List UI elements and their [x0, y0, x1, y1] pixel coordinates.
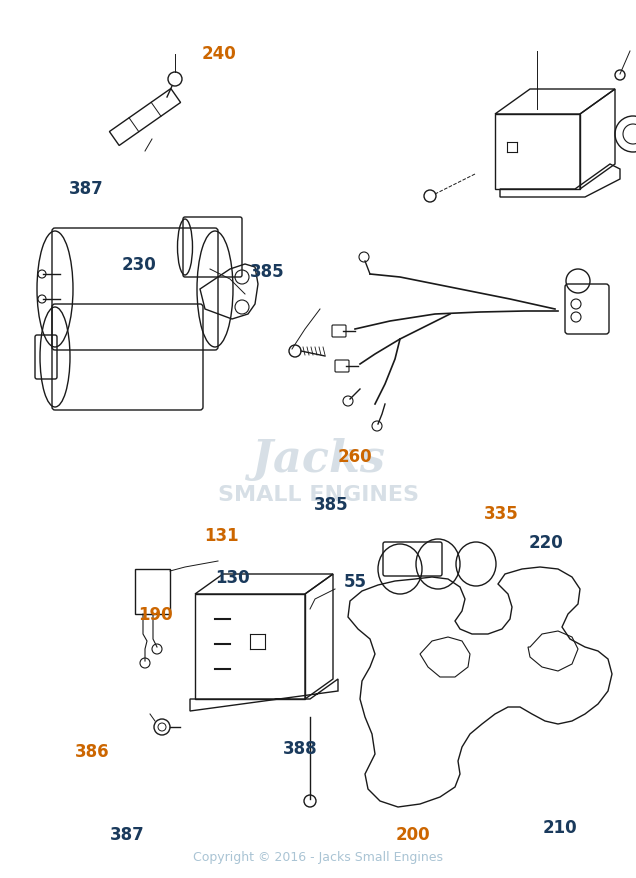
- Text: 335: 335: [484, 505, 518, 522]
- Text: 386: 386: [75, 742, 109, 759]
- Text: 385: 385: [314, 496, 348, 514]
- Text: 130: 130: [215, 569, 249, 587]
- Text: 387: 387: [69, 180, 103, 198]
- Text: Jacks: Jacks: [252, 438, 384, 481]
- Text: 131: 131: [204, 527, 238, 544]
- Text: 190: 190: [139, 606, 173, 623]
- Text: 260: 260: [338, 448, 372, 465]
- Text: Copyright © 2016 - Jacks Small Engines: Copyright © 2016 - Jacks Small Engines: [193, 851, 443, 864]
- Text: 388: 388: [283, 739, 317, 757]
- Text: 200: 200: [396, 825, 431, 843]
- Text: 385: 385: [250, 263, 284, 281]
- Text: 240: 240: [202, 46, 237, 63]
- Text: 230: 230: [121, 256, 156, 274]
- Text: 220: 220: [529, 534, 563, 551]
- Text: 210: 210: [543, 818, 577, 836]
- Text: 55: 55: [343, 572, 366, 590]
- Text: 387: 387: [110, 825, 144, 843]
- Text: SMALL ENGINES: SMALL ENGINES: [218, 485, 418, 505]
